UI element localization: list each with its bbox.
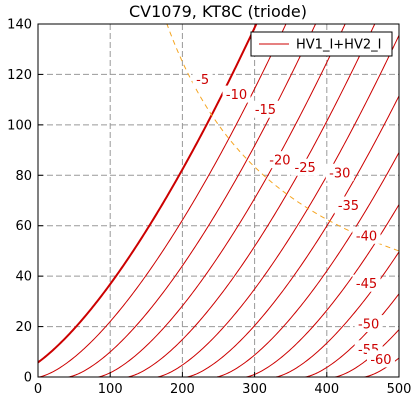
y-tick-label: 20 [15, 320, 32, 335]
legend: HV1_I+HV2_I [250, 31, 393, 57]
curve-label: -30 [329, 166, 350, 181]
plate-curve [38, 24, 317, 377]
curve-label: -35 [338, 199, 359, 214]
plate-curve [38, 35, 399, 377]
plate-curve [38, 329, 399, 377]
curve-label: -60 [370, 353, 391, 368]
y-tick-label: 120 [7, 68, 32, 83]
ticks-layer: 0 100 200 300 400 500 0 20 40 60 80 100 120 140 [7, 18, 411, 398]
curve-label: -40 [356, 229, 377, 244]
plate-curve [38, 204, 399, 377]
curve-label-bg [366, 350, 395, 368]
curve-label-bg [352, 274, 381, 292]
max-dissipation-curve [166, 24, 399, 252]
plate-curve [38, 24, 346, 377]
plate-curve [38, 152, 399, 377]
curve-label: -25 [295, 161, 316, 176]
chart-title: CV1079, KT8C (triode) [129, 2, 307, 21]
y-tick-label: 40 [15, 270, 32, 285]
curve-label-bg [291, 158, 320, 176]
curve-label-bg [325, 163, 354, 181]
curve-label: -5 [196, 73, 209, 88]
curve-label: -45 [356, 277, 377, 292]
x-tick-label: 300 [242, 382, 267, 397]
plot-frame [37, 23, 400, 378]
x-tick-label: 100 [98, 382, 123, 397]
x-tick-label: 500 [387, 382, 412, 397]
curve-labels-layer: -5-10-15-20-25 -30-35-40-45-50-55-60 [192, 70, 395, 368]
plate-curve [38, 251, 399, 377]
curve-label-bg [222, 85, 251, 103]
legend-entry: HV1_I+HV2_I [296, 38, 381, 53]
y-tick-label: 100 [7, 118, 32, 133]
curve-label: -15 [255, 103, 276, 118]
curve-label: -50 [358, 318, 379, 333]
y-tick-label: 60 [15, 219, 32, 234]
curve-label-bg [334, 196, 363, 214]
plate-curve [38, 24, 287, 377]
curve-label-bg [352, 226, 381, 244]
curves-layer [38, 24, 399, 377]
x-tick-label: 0 [34, 382, 42, 397]
y-tick-label: 140 [7, 18, 32, 33]
curve-label: -20 [269, 154, 290, 169]
y-tick-label: 80 [15, 169, 32, 184]
plate-curve [38, 95, 399, 377]
plate-curve [38, 24, 376, 377]
y-tick-label: 0 [24, 371, 32, 386]
plate-curve [38, 293, 399, 377]
curve-label-bg [251, 100, 280, 118]
curve-label: -10 [226, 88, 247, 103]
curve-label-bg [354, 315, 383, 333]
plate-curve [38, 24, 258, 364]
x-tick-label: 200 [170, 382, 195, 397]
curve-label-bg [265, 151, 294, 169]
curve-label-bg [192, 70, 213, 88]
x-tick-label: 400 [314, 382, 339, 397]
